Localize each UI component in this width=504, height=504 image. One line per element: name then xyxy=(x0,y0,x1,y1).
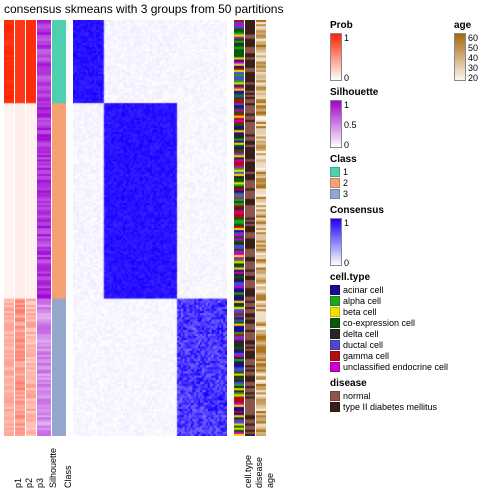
track-cell.type xyxy=(234,20,244,436)
legend-item: 3 xyxy=(330,189,500,199)
legend-label: normal xyxy=(343,391,371,401)
legend-label: 3 xyxy=(343,189,348,199)
axis-label: age xyxy=(265,473,275,488)
legend-item: normal xyxy=(330,391,500,401)
track-p1 xyxy=(4,20,14,436)
swatch xyxy=(330,340,340,350)
legend-title: cell.type xyxy=(330,272,500,283)
swatch xyxy=(330,285,340,295)
legend-title: age xyxy=(454,20,498,31)
swatch xyxy=(330,391,340,401)
legend-label: acinar cell xyxy=(343,285,384,295)
heatmap-area xyxy=(4,20,267,436)
legend-item: alpha cell xyxy=(330,296,500,306)
plot-title: consensus skmeans with 3 groups from 50 … xyxy=(4,2,283,16)
age-legend: age6050403020 xyxy=(454,20,498,87)
track-Silhouette xyxy=(37,20,51,436)
swatch xyxy=(330,296,340,306)
legend-item: acinar cell xyxy=(330,285,500,295)
legend-label: alpha cell xyxy=(343,296,381,306)
legend-item: delta cell xyxy=(330,329,500,339)
swatch xyxy=(330,351,340,361)
axis-label: Silhouette xyxy=(48,448,58,488)
axis-label: p2 xyxy=(24,478,34,488)
legend-label: type II diabetes mellitus xyxy=(343,402,437,412)
swatch xyxy=(330,318,340,328)
legend-title: Class xyxy=(330,154,500,165)
swatch xyxy=(330,178,340,188)
legend-title: Silhouette xyxy=(330,87,500,98)
legend-title: disease xyxy=(330,378,500,389)
track-Class xyxy=(52,20,66,436)
legend-label: co-expression cell xyxy=(343,318,415,328)
track-age xyxy=(256,20,266,436)
axis-label: cell.type xyxy=(243,455,253,488)
swatch xyxy=(330,402,340,412)
swatch xyxy=(330,329,340,339)
swatch xyxy=(330,307,340,317)
axis-label: p1 xyxy=(13,478,23,488)
track-disease xyxy=(245,20,255,436)
legend-label: 2 xyxy=(343,178,348,188)
legend-item: ductal cell xyxy=(330,340,500,350)
legend-label: delta cell xyxy=(343,329,379,339)
axis-label: disease xyxy=(254,457,264,488)
track-p3 xyxy=(26,20,36,436)
legend-item: type II diabetes mellitus xyxy=(330,402,500,412)
legend-title: Consensus xyxy=(330,205,500,216)
legend-item: 1 xyxy=(330,167,500,177)
swatch xyxy=(330,189,340,199)
legend-item: beta cell xyxy=(330,307,500,317)
axis-label: Class xyxy=(63,465,73,488)
legend-item: co-expression cell xyxy=(330,318,500,328)
legend-label: gamma cell xyxy=(343,351,389,361)
track-p2 xyxy=(15,20,25,436)
swatch xyxy=(330,362,340,372)
axis-label: p3 xyxy=(35,478,45,488)
legend-label: beta cell xyxy=(343,307,377,317)
legend-item: gamma cell xyxy=(330,351,500,361)
swatch xyxy=(330,167,340,177)
legend-label: ductal cell xyxy=(343,340,383,350)
legend-item: 2 xyxy=(330,178,500,188)
legend-item: unclassified endocrine cell xyxy=(330,362,500,372)
track-heatmap xyxy=(73,20,227,436)
legend-label: 1 xyxy=(343,167,348,177)
legend-label: unclassified endocrine cell xyxy=(343,362,448,372)
